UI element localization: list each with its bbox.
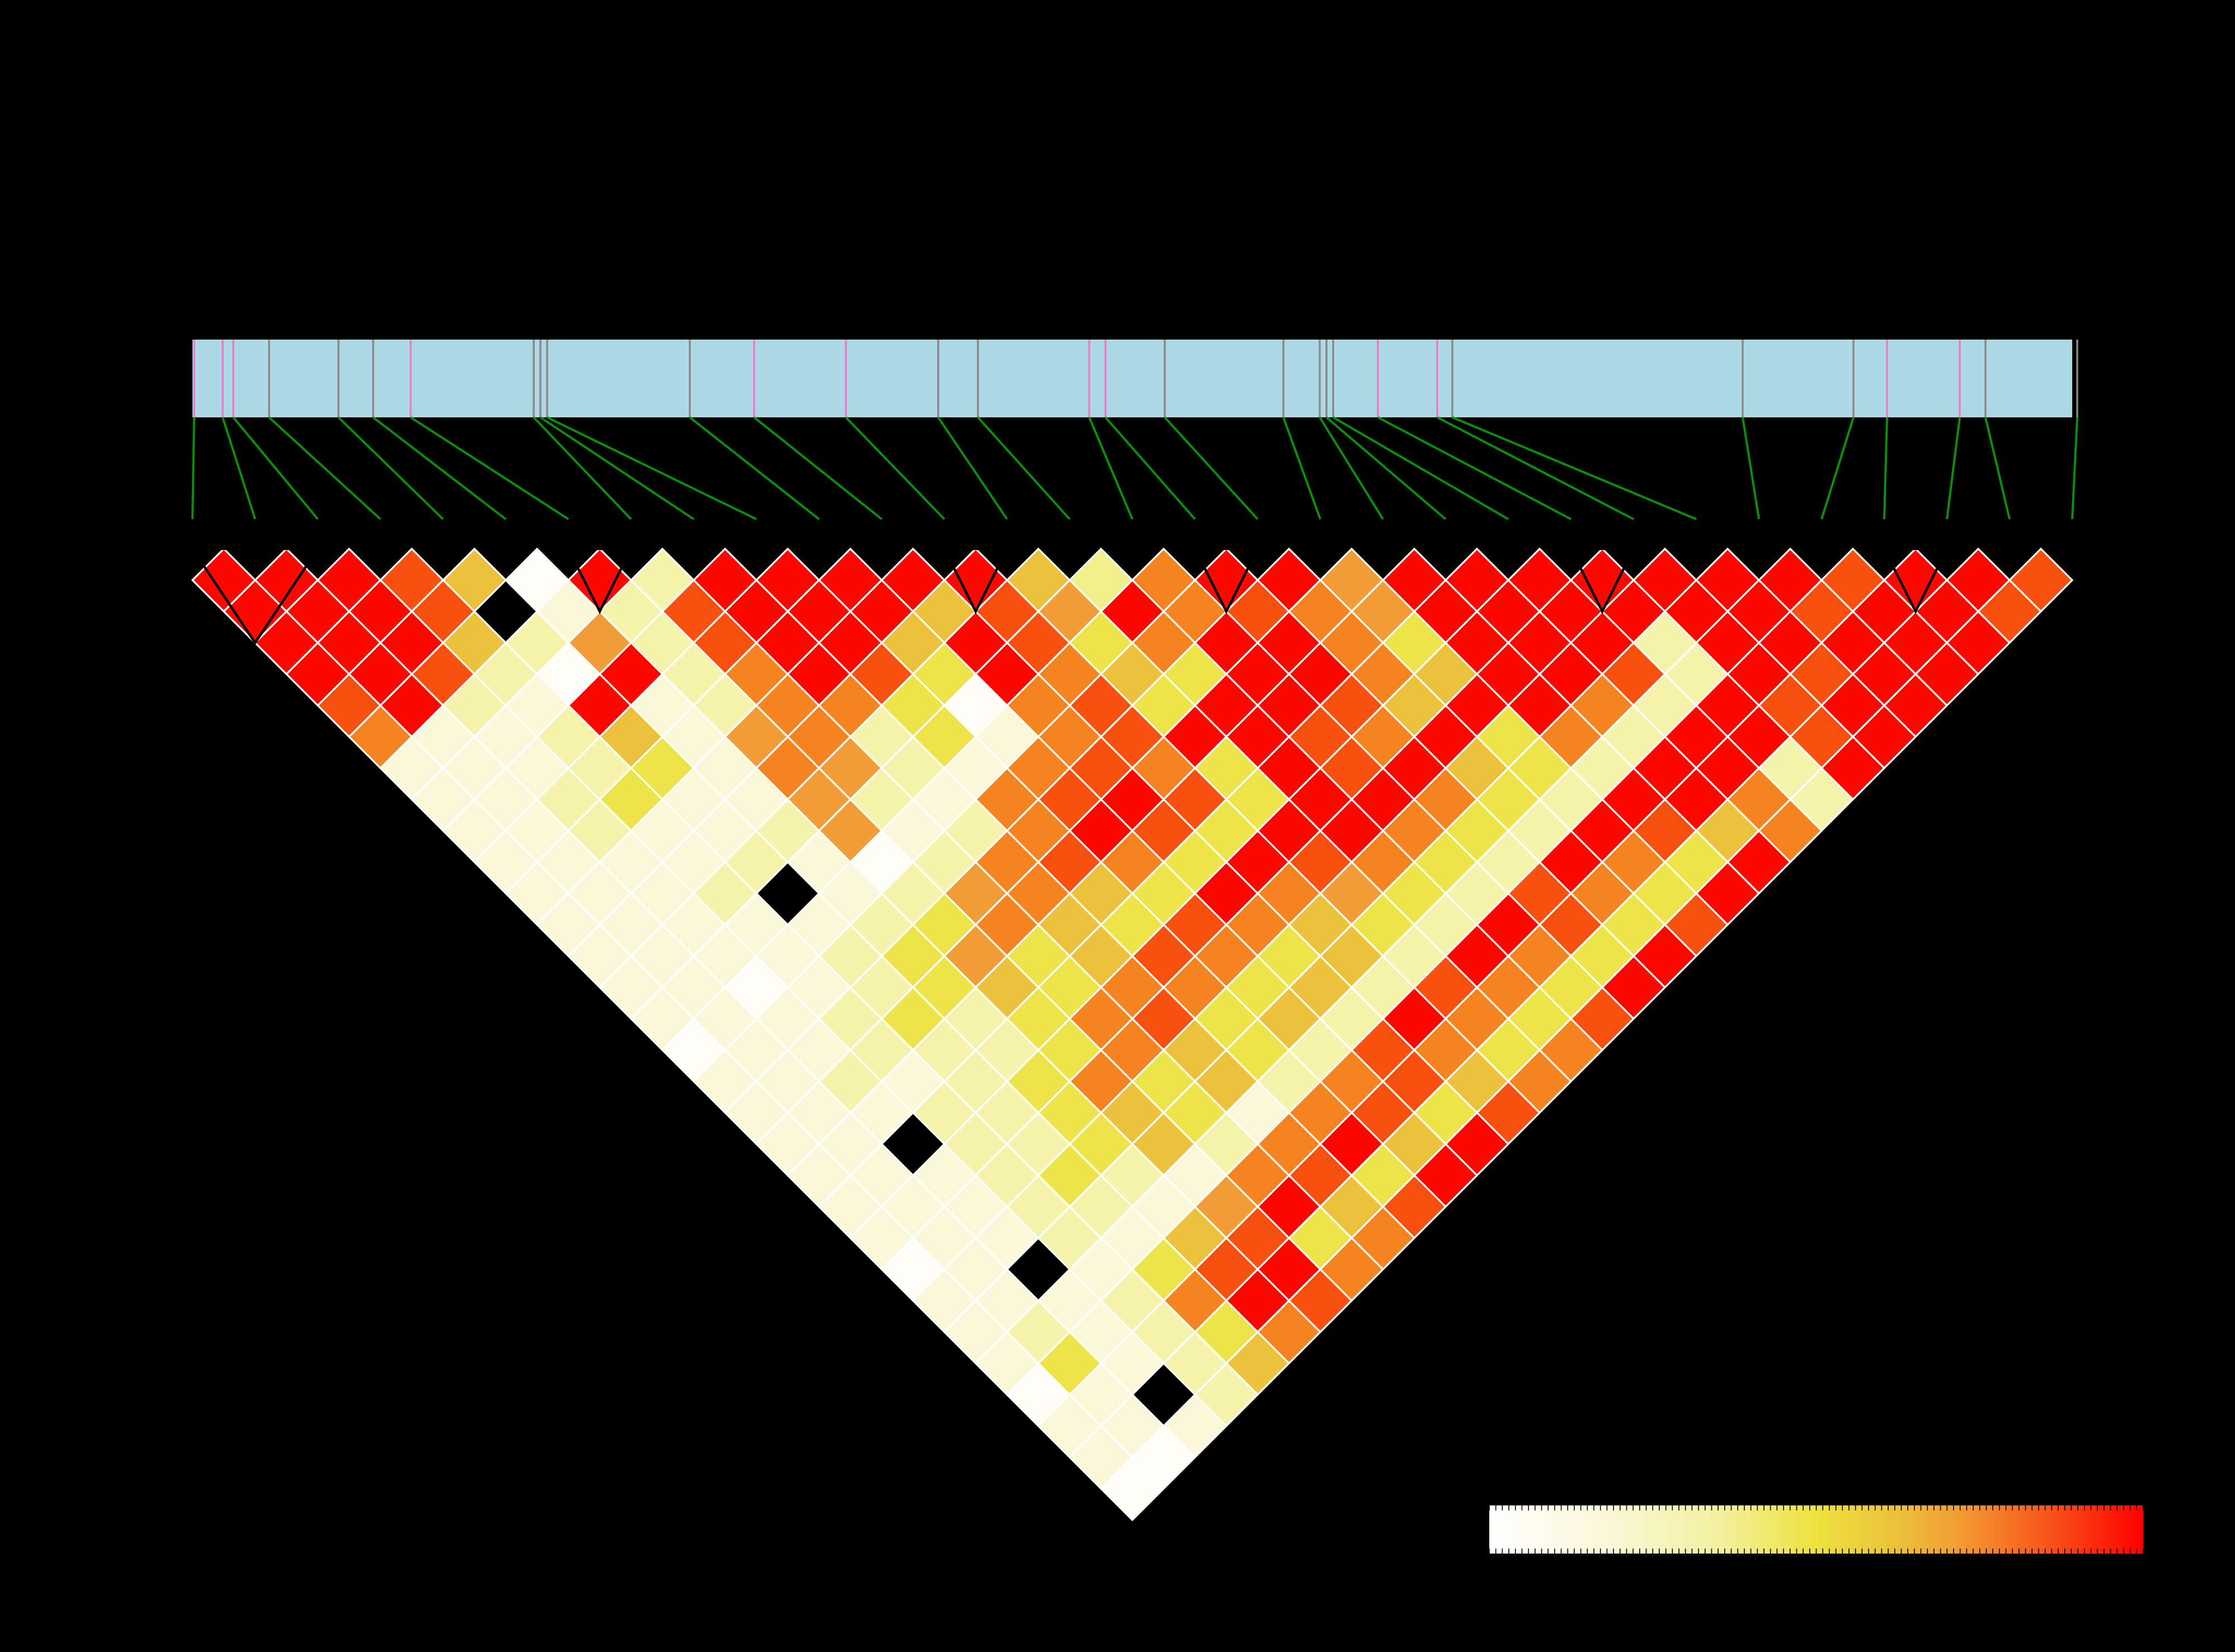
snp-connector-line [268,416,382,520]
snp-connector-line [1325,416,1447,520]
snp-connector-line [539,416,695,520]
snp-connector-line [337,416,444,520]
snp-connector-line [1437,416,1634,520]
snp-connector-line [232,416,319,520]
ld-matrix-cells-group [191,547,2074,1522]
snp-connector-line [222,417,256,520]
color-key-gradient-bar [1489,1505,2143,1554]
snp-connector-line [1088,417,1133,520]
ld-block-outline [566,547,633,615]
snp-connector-line [1452,416,1697,520]
snp-connector-line [845,416,945,520]
ld-block-outline [1569,547,1636,615]
snp-connector-line [753,416,883,520]
snp-connector-line [1742,417,1760,520]
snp-connector-line [1883,417,1888,520]
snp-connector-line [1377,416,1571,520]
snp-connector-line [1332,416,1509,520]
ld-cell [1099,1456,1165,1522]
snp-connector-line [1319,416,1384,520]
snp-position-ticks-group [193,340,2078,417]
snp-connector-line [977,416,1071,520]
genomic-region-bar [192,340,2072,417]
snp-connector-line [1164,416,1259,520]
snp-connector-line [191,417,195,520]
snp-connector-line [1984,417,2011,520]
snp-connector-line [372,416,507,520]
snp-connector-line [547,416,757,520]
ld-block-outline [942,547,1009,615]
ld-block-outlines-group [190,547,1949,646]
snp-connector-line [410,416,570,520]
snp-connector-line [1820,417,1855,520]
snp-connector-line [2071,417,2078,520]
snp-connector-line [1104,416,1196,520]
genomic-region-bar-group [192,340,2072,417]
snp-connector-line [689,416,820,520]
color-key-group [1489,1505,2144,1554]
snp-connector-lines-group [191,416,2078,520]
snp-connector-line [937,416,1008,520]
ld-block-outline [1193,547,1260,615]
snp-connector-line [533,416,632,520]
ld-block-outline [1882,547,1949,615]
ld-block-outline [190,547,321,646]
snp-connector-line [1946,417,1961,520]
snp-connector-line [1282,417,1321,520]
